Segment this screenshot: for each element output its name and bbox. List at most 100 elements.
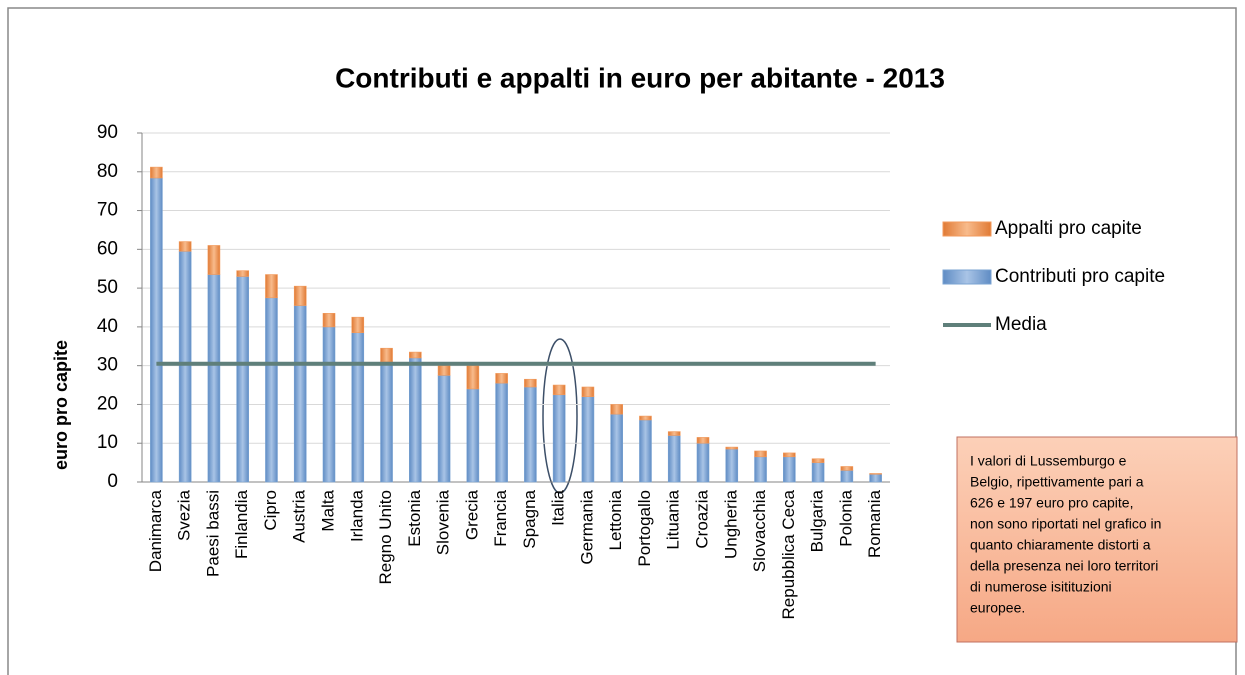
bar-segment bbox=[667, 431, 681, 436]
chart-title: Contributi e appalti in euro per abitant… bbox=[335, 62, 945, 93]
x-tick-label: Slovacchia bbox=[750, 489, 769, 572]
legend-swatch bbox=[942, 221, 992, 237]
bar-segment bbox=[811, 458, 825, 463]
x-tick-label: Croazia bbox=[692, 489, 711, 548]
bar-segment bbox=[351, 332, 365, 483]
bar-segment bbox=[754, 450, 767, 458]
bar-segment bbox=[409, 357, 422, 483]
highlight-ellipse bbox=[542, 338, 578, 494]
annotation-line: non sono riportati nel grafico in bbox=[970, 516, 1161, 532]
chart-frame bbox=[7, 7, 1237, 675]
legend-label: Media bbox=[995, 314, 1047, 335]
bar-segment bbox=[696, 442, 710, 483]
y-tick-label: 70 bbox=[97, 200, 118, 221]
bar-segment bbox=[178, 241, 192, 252]
x-tick-label: Danimarca bbox=[146, 489, 165, 572]
legend-swatch bbox=[942, 269, 992, 285]
x-tick-label: Francia bbox=[491, 489, 510, 546]
x-tick-label: Lituania bbox=[664, 489, 683, 549]
bar-segment bbox=[466, 365, 480, 390]
y-tick-label: 60 bbox=[97, 238, 118, 259]
bar-segment bbox=[437, 375, 451, 483]
bar-segment bbox=[725, 446, 739, 450]
bar-segment bbox=[725, 448, 739, 483]
x-tick-label: Germania bbox=[577, 489, 596, 564]
bar-segment bbox=[581, 386, 595, 397]
y-tick-label: 10 bbox=[97, 432, 118, 453]
bar-segment bbox=[409, 351, 422, 359]
bar-segment bbox=[524, 386, 537, 483]
legend-label: Appalti pro capite bbox=[995, 218, 1142, 239]
bar-segment bbox=[178, 250, 192, 483]
y-tick-label: 80 bbox=[97, 161, 118, 182]
bar-segment bbox=[840, 466, 854, 471]
x-tick-label: Slovenia bbox=[434, 489, 453, 555]
x-tick-label: Regno Unito bbox=[376, 490, 395, 585]
x-tick-label: Malta bbox=[318, 489, 337, 531]
bar-segment bbox=[380, 361, 393, 483]
bar-segment bbox=[524, 378, 537, 388]
x-tick-label: Romania bbox=[865, 489, 884, 558]
bar-segment bbox=[552, 394, 566, 483]
bar-segment bbox=[322, 326, 336, 483]
bar-segment bbox=[293, 305, 307, 483]
x-tick-label: Austria bbox=[290, 489, 309, 542]
bar-segment bbox=[840, 470, 854, 483]
bar-segment bbox=[581, 396, 595, 483]
x-tick-label: Irlanda bbox=[347, 489, 366, 542]
y-tick-label: 20 bbox=[97, 393, 118, 414]
bar-segment bbox=[783, 452, 796, 458]
x-tick-label: Finlandia bbox=[232, 489, 251, 559]
bar-segment bbox=[207, 245, 221, 275]
bar-segment bbox=[265, 274, 278, 299]
x-tick-label: Paesi bassi bbox=[203, 490, 222, 577]
annotation-line: 626 e 197 euro pro capite, bbox=[970, 495, 1133, 511]
y-tick-label: 40 bbox=[97, 316, 118, 337]
bar-segment bbox=[150, 166, 163, 179]
x-tick-label: Grecia bbox=[462, 489, 481, 540]
x-tick-label: Italia bbox=[549, 489, 568, 525]
annotation-line: di numerose isitituzioni bbox=[970, 579, 1112, 595]
bar-segment bbox=[639, 415, 652, 421]
bar-segment bbox=[495, 373, 508, 384]
bar-segment bbox=[322, 313, 336, 328]
y-tick-label: 0 bbox=[107, 471, 118, 492]
bar-segment bbox=[265, 297, 278, 483]
bar-segment bbox=[639, 419, 652, 483]
bar-segment bbox=[610, 413, 623, 483]
bar-segment bbox=[293, 285, 307, 306]
bar-segment bbox=[466, 388, 480, 483]
bar-segment bbox=[437, 365, 451, 376]
bar-segment bbox=[236, 276, 249, 483]
y-axis-label: euro pro capite bbox=[51, 340, 71, 470]
bar-segment bbox=[696, 437, 710, 444]
x-tick-label: Ungheria bbox=[721, 489, 740, 559]
annotation-box bbox=[956, 436, 1238, 643]
annotation-line: della presenza nei loro territori bbox=[970, 558, 1158, 574]
bar-segment bbox=[380, 347, 393, 363]
bar-segment bbox=[754, 456, 767, 483]
bar-segment bbox=[667, 435, 681, 483]
y-tick-label: 90 bbox=[97, 122, 118, 143]
x-tick-label: Lettonia bbox=[606, 489, 625, 550]
bar-segment bbox=[783, 456, 796, 483]
annotation-line: I valori di Lussemburgo e bbox=[970, 453, 1127, 469]
x-tick-label: Repubblica Ceca bbox=[779, 489, 798, 619]
bar-segment bbox=[869, 473, 882, 483]
bar-segment bbox=[552, 384, 566, 396]
x-tick-label: Bulgaria bbox=[808, 489, 827, 552]
annotation-line: Belgio, ripettivamente pari a bbox=[970, 474, 1144, 490]
bar-segment bbox=[610, 404, 623, 415]
y-tick-label: 50 bbox=[97, 277, 118, 298]
x-tick-label: Portogallo bbox=[635, 490, 654, 567]
annotation-line: europee. bbox=[970, 600, 1025, 616]
x-tick-label: Estonia bbox=[405, 489, 424, 546]
bar-segment bbox=[495, 382, 508, 483]
bar-segment bbox=[351, 316, 365, 334]
legend-label: Contributi pro capite bbox=[995, 266, 1165, 287]
x-tick-label: Spagna bbox=[520, 489, 539, 548]
bar-segment bbox=[207, 274, 221, 483]
y-tick-label: 30 bbox=[97, 355, 118, 376]
x-tick-label: Cipro bbox=[261, 490, 280, 531]
